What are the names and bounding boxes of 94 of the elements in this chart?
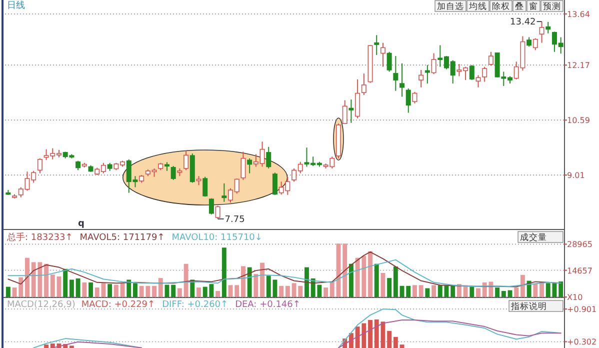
bar xyxy=(324,288,328,297)
y-tick-label: 13.64 xyxy=(567,10,590,19)
button: 窗 xyxy=(526,0,540,12)
text: DIFF: +0.260↑ xyxy=(162,300,228,310)
bar xyxy=(171,284,176,297)
bar xyxy=(240,266,246,297)
bar xyxy=(114,284,118,297)
bar xyxy=(412,285,417,297)
bar xyxy=(254,274,258,297)
bar xyxy=(260,262,264,297)
text: DEA: +0.146↑ xyxy=(235,300,300,310)
bar xyxy=(222,248,226,297)
bar xyxy=(63,268,68,297)
annotation: 窗 xyxy=(529,1,538,12)
bar xyxy=(158,278,163,297)
bar xyxy=(393,266,398,297)
chart-title: MACD(12,26,9) xyxy=(7,300,76,310)
bar xyxy=(247,267,252,297)
y-tick-label: 28965 xyxy=(567,240,592,250)
bar xyxy=(330,282,334,297)
y-tick-label: +0.901 xyxy=(567,305,597,314)
bar xyxy=(514,288,519,297)
bar xyxy=(463,285,468,297)
button: 均线 xyxy=(466,0,490,12)
text: MAVOL10: 115710↓ xyxy=(172,233,262,243)
annotation: 叠 xyxy=(515,1,524,12)
bar xyxy=(6,286,10,297)
text: 总手: 183233↑ xyxy=(6,232,73,243)
y-tick-label: 9.01 xyxy=(567,171,585,180)
bar xyxy=(133,283,138,297)
bar xyxy=(279,286,284,297)
bar xyxy=(387,278,392,297)
bar xyxy=(476,288,480,297)
y-tick-label: X10 xyxy=(567,293,583,302)
annotation: 均线 xyxy=(468,1,487,12)
bar xyxy=(368,251,372,297)
bar xyxy=(25,258,30,297)
bar xyxy=(304,267,309,297)
bar xyxy=(342,244,348,297)
bar xyxy=(56,276,62,297)
bar xyxy=(520,274,525,297)
annotation: 13.42 xyxy=(510,18,536,28)
bar xyxy=(108,284,112,297)
bar xyxy=(540,282,544,297)
bar xyxy=(470,286,474,297)
y-tick-label: 10.59 xyxy=(567,116,590,126)
bar xyxy=(216,290,220,297)
line-series xyxy=(8,259,562,287)
bar xyxy=(234,285,240,297)
bar xyxy=(88,282,93,297)
bar xyxy=(450,285,456,297)
bar xyxy=(418,285,424,297)
y-tick-label: 12.17 xyxy=(567,61,590,70)
bar xyxy=(196,288,201,297)
bar xyxy=(380,272,386,297)
button: 叠 xyxy=(512,0,526,12)
bar xyxy=(406,286,411,297)
bar xyxy=(533,284,538,297)
bar xyxy=(285,286,290,297)
button: 加自选 xyxy=(434,0,466,12)
bar xyxy=(69,280,74,297)
bar xyxy=(76,278,80,297)
bar xyxy=(44,264,49,297)
bar xyxy=(374,264,379,297)
bar xyxy=(228,285,233,297)
bar xyxy=(501,290,506,297)
bar xyxy=(82,282,87,297)
y-tick-label: +0.302 xyxy=(567,338,597,347)
annotation: 7.75 xyxy=(224,214,245,225)
bar xyxy=(50,274,55,297)
text: MACD: +0.229↑ xyxy=(81,300,156,310)
y-tick-label: 14657 xyxy=(567,266,592,276)
bar xyxy=(432,285,436,297)
button: 除权 xyxy=(490,0,512,12)
button: 预测 xyxy=(540,0,564,12)
button: 指标说明 xyxy=(508,300,564,312)
annotation: 除权 xyxy=(492,1,510,12)
bar xyxy=(558,282,564,297)
bar xyxy=(348,264,354,297)
chart-title: 日线 xyxy=(7,0,25,11)
annotation: 成交量 xyxy=(520,232,547,243)
bar xyxy=(177,288,182,297)
bar xyxy=(425,288,430,297)
bar xyxy=(152,286,156,297)
bar xyxy=(184,264,188,297)
annotation: 指标说明 xyxy=(510,301,547,312)
annotation: 加自选 xyxy=(437,1,464,12)
bar xyxy=(495,288,500,297)
button: 成交量 xyxy=(518,231,564,243)
annotation: 预测 xyxy=(543,1,561,12)
annotation: q xyxy=(78,219,85,229)
bar xyxy=(126,280,132,297)
bar xyxy=(438,285,442,297)
text: MAVOL5: 171179↑ xyxy=(80,233,165,243)
